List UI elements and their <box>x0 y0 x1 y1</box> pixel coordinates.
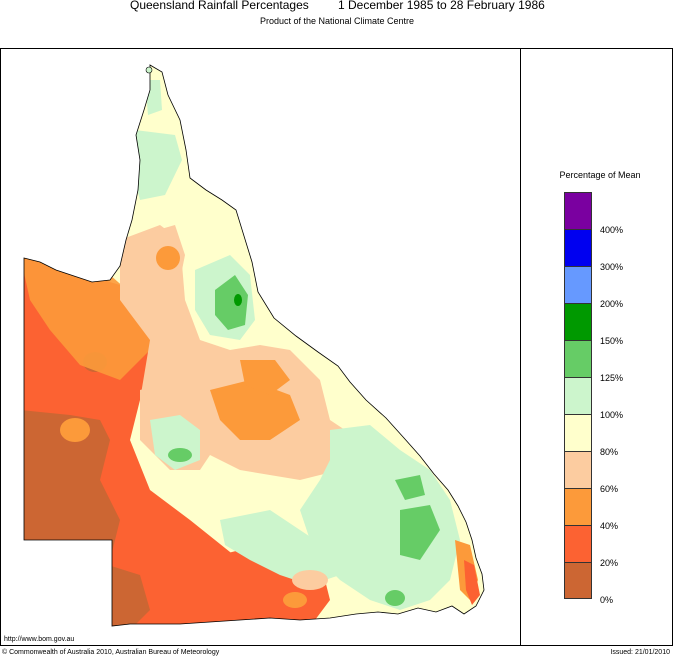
legend-swatch <box>564 266 592 303</box>
legend-label: 0% <box>600 595 614 605</box>
issued-date: Issued: 21/01/2010 <box>610 649 670 656</box>
rainfall-map <box>23 64 485 627</box>
map-frame <box>0 48 673 646</box>
map-title: Queensland Rainfall Percentages 1 Decemb… <box>0 0 674 14</box>
region-east-40-60 <box>240 360 290 395</box>
region-se-pocket-60-80 <box>292 570 328 590</box>
legend-swatch <box>564 340 592 377</box>
queensland-outline <box>23 64 485 627</box>
title-text: Queensland Rainfall Percentages <box>130 0 309 12</box>
region-east-125-150-b <box>395 475 425 500</box>
source-url: http://www.bom.gov.au <box>4 636 75 643</box>
copyright-notice: © Commonwealth of Australia 2010, Austra… <box>2 649 220 656</box>
legend-swatch <box>564 192 592 229</box>
region-west-pocket-2-0-20 <box>60 418 90 442</box>
map-regions <box>24 65 484 626</box>
legend-swatch <box>564 488 592 525</box>
legend-label: 40% <box>600 521 619 531</box>
legend-label: 400% <box>600 225 624 235</box>
legend-label: 300% <box>600 262 624 272</box>
region-east-125-150-a <box>400 505 440 560</box>
legend-label: 20% <box>600 558 619 568</box>
region-upper-40-60 <box>24 255 150 380</box>
region-sw-corner-0-20 <box>108 565 150 626</box>
legend-title: Percentage of Mean <box>559 170 641 180</box>
legend-swatch <box>564 562 592 599</box>
legend-bar <box>564 192 592 599</box>
legend-label: 200% <box>600 299 624 309</box>
legend-label: 80% <box>600 447 619 457</box>
island <box>145 66 153 74</box>
legend-swatch <box>564 229 592 266</box>
region-se-pocket-40-60 <box>283 592 307 608</box>
region-gulf-40-60 <box>156 246 180 270</box>
region-cape-100-125 <box>132 130 182 200</box>
legend-label: 150% <box>600 336 624 346</box>
subtitle-text: Product of the National Climate Centre <box>259 16 415 26</box>
region-central-40-60 <box>210 380 300 440</box>
legend-label: 125% <box>600 373 624 383</box>
legend-swatch <box>564 377 592 414</box>
region-east-100-125 <box>300 425 460 610</box>
region-north-125-150 <box>215 275 248 330</box>
region-coast-20-40 <box>464 560 480 605</box>
legend-label: 100% <box>600 410 624 420</box>
region-north-150-200 <box>234 294 242 306</box>
legend-swatch <box>564 451 592 488</box>
legend-label: 60% <box>600 484 619 494</box>
region-southwest-0-20 <box>24 410 120 560</box>
legend-divider <box>520 48 521 646</box>
region-west-125-150 <box>168 448 192 462</box>
legend-swatch <box>564 525 592 562</box>
region-east-125-150-c <box>385 590 405 606</box>
region-south-100-125 <box>220 510 340 585</box>
period-text: 1 December 1985 to 28 February 1986 <box>338 0 545 12</box>
legend-swatch <box>564 303 592 340</box>
legend-swatch <box>564 414 592 451</box>
